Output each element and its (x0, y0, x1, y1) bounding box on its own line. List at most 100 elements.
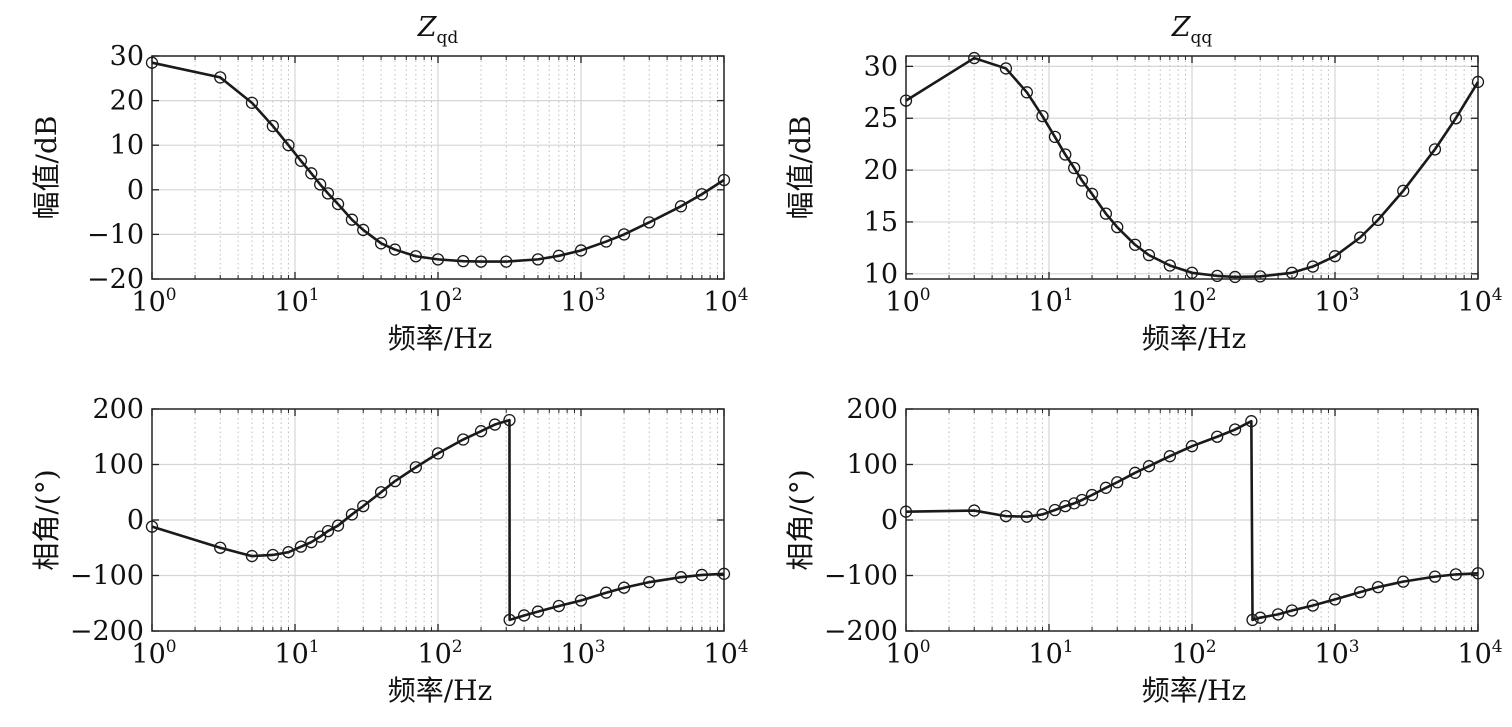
data-point-marker (409, 461, 422, 474)
x-tick-label: 100 (885, 285, 930, 318)
data-point-marker (1354, 586, 1367, 599)
x-tick-label: 104 (1457, 637, 1502, 670)
data-point-marker (245, 549, 259, 563)
data-point-marker (1328, 593, 1342, 606)
data-point-marker (1059, 148, 1072, 161)
data-point-marker (282, 139, 295, 152)
data-point-marker (503, 413, 516, 427)
y-tick-label: 20 (864, 155, 898, 186)
data-point-marker (695, 188, 708, 201)
data-point-marker (999, 62, 1013, 75)
data-point-marker (474, 425, 488, 438)
y-tick-label: 0 (127, 505, 144, 536)
x-axis-label: 频率/Hz (1142, 674, 1247, 707)
data-point-marker (1328, 250, 1342, 263)
data-point-marker (600, 586, 613, 599)
chart-title: Zqq (1171, 12, 1213, 48)
x-tick-label: 102 (417, 285, 462, 318)
data-point-marker (1085, 488, 1099, 502)
series-line (905, 56, 1480, 279)
data-point-marker (321, 187, 335, 200)
data-point-marker (1245, 415, 1258, 428)
data-point-marker (457, 433, 470, 446)
data-point-marker (1371, 581, 1385, 594)
data-point-marker (574, 244, 588, 257)
data-point-marker (431, 253, 445, 266)
y-tick-label: 200 (92, 394, 144, 425)
axes-frame (151, 408, 725, 632)
y-tick-label: −20 (87, 264, 144, 295)
data-point-marker (314, 178, 327, 191)
data-point-marker (282, 546, 295, 559)
data-point-marker (617, 581, 631, 594)
x-axis-label: 频率/Hz (388, 322, 493, 355)
data-point-marker (899, 94, 913, 107)
data-point-marker (1449, 568, 1462, 581)
data-point-marker (1397, 184, 1410, 197)
x-tick-label: 103 (1314, 285, 1359, 318)
x-tick-label: 103 (560, 285, 605, 318)
y-tick-label: 100 (92, 450, 144, 481)
data-point-marker (1306, 599, 1319, 612)
data-point-marker (1142, 460, 1156, 473)
data-point-marker (1254, 611, 1267, 624)
data-point-marker (305, 167, 318, 180)
chart-panel-2: 100 101 102 103 104 30 25 20 15 10 频率/Hz 幅值/dB Zqq (784, 12, 1503, 355)
x-tick-label: 101 (1028, 637, 1073, 670)
data-point-marker (1306, 260, 1319, 273)
y-tick-label: −200 (824, 616, 898, 647)
y-tick-label: 0 (127, 175, 144, 206)
data-point-marker (552, 249, 565, 262)
data-point-marker (321, 524, 335, 538)
x-tick-label: 101 (274, 285, 319, 318)
data-point-marker (345, 213, 359, 226)
data-point-marker (145, 520, 159, 533)
data-point-marker (1211, 430, 1224, 443)
data-point-marker (457, 255, 470, 268)
y-tick-label: 0 (881, 505, 898, 536)
data-point-marker (531, 605, 545, 618)
data-point-marker (1020, 510, 1033, 523)
data-point-marker (1099, 481, 1113, 494)
chart-title: Zqd (417, 12, 459, 48)
data-point-marker (1271, 608, 1285, 621)
data-point-marker (1228, 270, 1242, 284)
series-line (151, 61, 725, 263)
x-tick-label: 102 (1171, 637, 1216, 670)
data-point-marker (357, 223, 370, 237)
data-point-marker (1371, 213, 1385, 227)
chart-panel-3: 100 101 102 103 104 200 100 0 −100 −200 频率/Hz 相角/(°… (30, 394, 749, 707)
data-point-marker (899, 505, 913, 518)
data-point-marker (674, 571, 688, 584)
x-tick-label: 104 (1457, 285, 1502, 318)
data-point-marker (1068, 497, 1081, 510)
x-tick-label: 100 (131, 637, 176, 670)
data-point-marker (1228, 423, 1242, 436)
data-point-marker (374, 237, 388, 250)
data-point-marker (617, 228, 631, 241)
y-tick-label: 10 (864, 259, 898, 290)
data-point-marker (717, 567, 731, 580)
y-tick-label: 10 (110, 130, 144, 161)
data-point-marker (968, 51, 981, 65)
data-point-marker (643, 576, 656, 589)
data-point-marker (643, 216, 656, 229)
data-point-marker (294, 154, 308, 167)
data-point-marker (266, 548, 279, 562)
data-point-marker (388, 474, 402, 488)
x-axis-label: 频率/Hz (1142, 322, 1247, 355)
data-point-marker (1428, 570, 1442, 583)
data-point-marker (531, 253, 545, 266)
x-axis-label: 频率/Hz (388, 674, 493, 707)
chart-panel-4: 100 101 102 103 104 200 100 0 −100 −200 频率/Hz 相角/(°… (784, 394, 1503, 707)
data-point-marker (503, 613, 516, 627)
y-tick-label: 100 (846, 450, 898, 481)
x-tick-label: 102 (417, 637, 462, 670)
data-point-marker (1397, 575, 1410, 588)
data-point-marker (1285, 604, 1299, 617)
data-point-marker (357, 499, 370, 513)
data-point-marker (600, 235, 613, 248)
data-point-marker (374, 486, 388, 499)
data-point-marker (1048, 130, 1062, 144)
